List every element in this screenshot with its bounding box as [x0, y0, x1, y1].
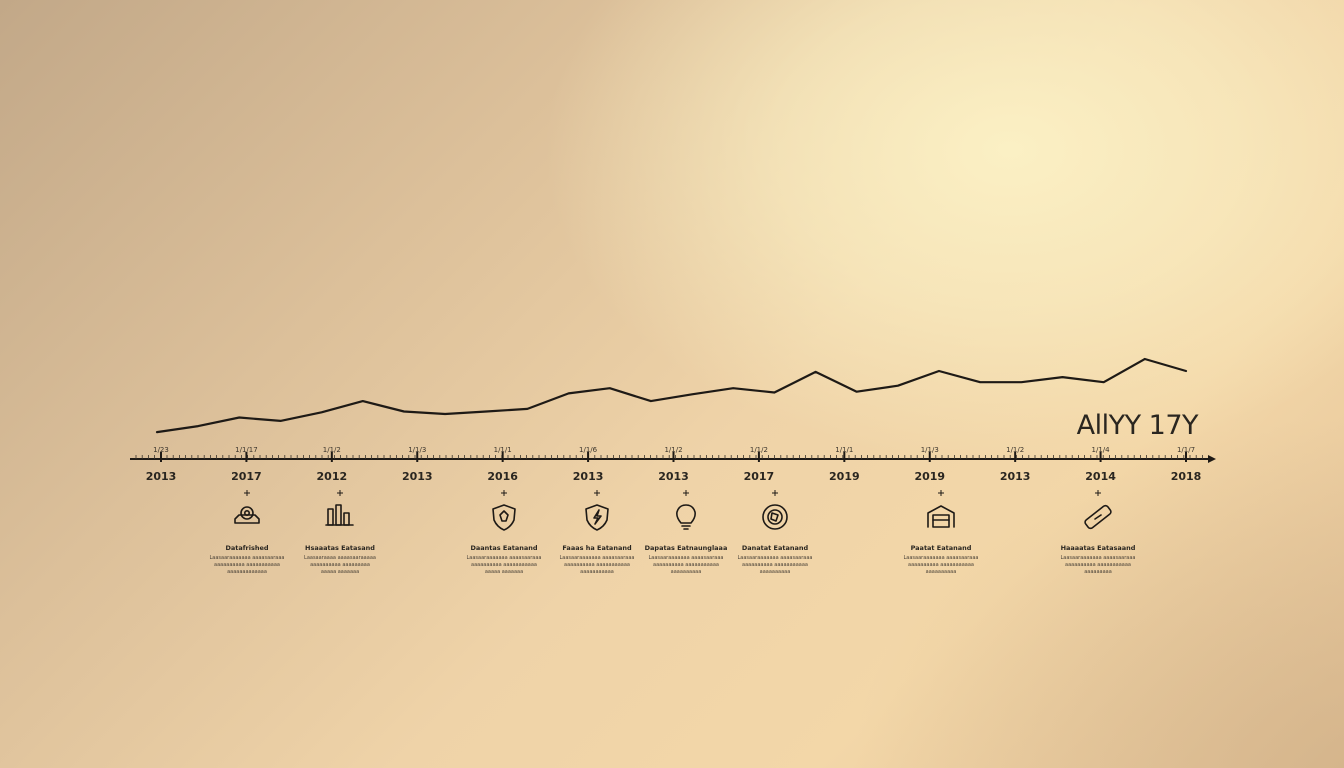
milestone-text-line: aaaaaaaaaa aaaaaaaaaaa [1065, 562, 1131, 568]
milestone-text-line: Laasaaraaaaaaa aaaasaaraaa [1061, 555, 1136, 561]
milestone-text-line: Laasaaraaaaaaa aaaasaaraaa [649, 555, 724, 561]
milestone-card: Faaas ha Eatanand Laasaaraaaaaaa aaaasaar… [560, 490, 635, 575]
axis-year-label: 2012 [317, 470, 348, 483]
milestone-text-line: aaaaaaaaaaa [580, 569, 614, 575]
milestone-text-line: Laasaaraaaaaaa aaaasaaraaa [467, 555, 542, 561]
milestone-title: Faaas ha Eatanand [562, 544, 632, 552]
milestone-text-line: aaaaaaaaaa [671, 569, 702, 575]
milestone-text-line: Laasaaraaaaaaa aaaasaaraaa [210, 555, 285, 561]
axis-top-label: 1/1/7 [1177, 446, 1195, 454]
milestone-text-line: Laasaaraaaaaaa aaaasaaraaa [904, 555, 979, 561]
milestone-title: Haaaatas Eatasaand [1061, 544, 1136, 552]
axis-year-label: 2019 [914, 470, 945, 483]
milestone-card: Paatat Eatanand Laasaaraaaaaaa aaaasaaraa… [904, 490, 979, 575]
corner-label: AllYY 17Y [1077, 410, 1199, 441]
milestone-connector [337, 490, 343, 496]
garage-icon [927, 505, 955, 528]
milestone-title: Datafrished [225, 544, 268, 552]
axis-year-label: 2013 [402, 470, 433, 483]
axis-arrow-icon [1208, 455, 1216, 463]
milestone-connector [683, 490, 689, 496]
milestone-card: Daantas Eatanand Laasaaraaaaaaa aaaasaara… [467, 490, 542, 575]
milestone-text-line: aaaaa aaaaaaa [321, 569, 359, 575]
milestone-card: Hsaaatas Eatasand Laasaaraaaa aaaasaaraaa… [304, 490, 376, 575]
line-layer [155, 357, 1188, 434]
axis-top-label: 1/1/6 [579, 446, 598, 454]
milestone-card: Danatat Eatanand Laasaaraaaaaaa aaaasaara… [738, 490, 813, 575]
milestone-text-line: aaaaaaaaaa aaaaaaaaaaa [214, 562, 280, 568]
axis-year-label: 2013 [146, 470, 177, 483]
axis-year-label: 2013 [1000, 470, 1031, 483]
milestone-connector [1095, 490, 1101, 496]
milestone-connector [501, 490, 507, 496]
axis-top-label: 1/1/2 [750, 446, 768, 454]
timeline-axis [130, 455, 1216, 463]
axis-year-label: 2018 [1171, 470, 1202, 483]
axis-year-label: 2017 [231, 470, 262, 483]
series-line [155, 357, 1188, 434]
milestone-text-line: aaaaaaaaaa aaaaaaaaa [310, 562, 370, 568]
milestone-text-line: aaaaa aaaaaaa [485, 569, 523, 575]
axis-top-label: 1/1/2 [664, 446, 682, 454]
milestone-connector [938, 490, 944, 496]
milestone-text-line: aaaaaaaaaaaaa [227, 569, 267, 575]
milestone-connector [772, 490, 778, 496]
milestone-text-line: aaaaaaaaaa aaaaaaaaaaa [908, 562, 974, 568]
milestone-connector [244, 490, 250, 496]
milestone-text-line: aaaaaaaaaa aaaaaaaaaaa [742, 562, 808, 568]
milestone-title: Daantas Eatanand [470, 544, 537, 552]
lightbulb-icon [676, 504, 696, 530]
axis-year-label: 2019 [829, 470, 860, 483]
milestone-title: Dapatas Eatnaunglaaa [645, 544, 728, 552]
bars-icon [325, 504, 354, 526]
milestone-text-line: aaaaaaaaaa [760, 569, 791, 575]
axis-year-label: 2017 [744, 470, 775, 483]
axis-top-label: 1/1/2 [1006, 446, 1024, 454]
axis-labels: 2013 1/23 2017 1/1/17 2012 1/1/2 2013 1/1/3 2016… [146, 446, 1202, 483]
milestone-card: Dapatas Eatnaunglaaa Laasaaraaaaaaa aaaas… [645, 490, 728, 575]
axis-top-label: 1/1/4 [1092, 446, 1111, 454]
axis-top-label: 1/23 [153, 446, 169, 454]
milestone-text-line: Laasaaraaaaaaa aaaasaaraaa [560, 555, 635, 561]
axis-top-label: 1/1/1 [494, 446, 512, 454]
axis-year-label: 2016 [487, 470, 518, 483]
milestone-connector [594, 490, 600, 496]
axis-year-label: 2014 [1085, 470, 1116, 483]
bandage-icon [1084, 504, 1112, 530]
milestone-text-line: aaaaaaaaaa aaaaaaaaaaa [471, 562, 537, 568]
axis-top-label: 1/1/3 [408, 446, 426, 454]
shield-bolt-icon [585, 504, 609, 531]
milestone-text-line: Laasaaraaaa aaaasaaraaaaa [304, 555, 376, 561]
axis-year-label: 2013 [658, 470, 689, 483]
axis-top-label: 1/1/1 [835, 446, 853, 454]
axis-top-label: 1/1/17 [235, 446, 258, 454]
milestone-card: Haaaatas Eatasaand Laasaaraaaaaaa aaaasaa… [1061, 490, 1136, 575]
milestone-text-line: aaaaaaaaa [1084, 569, 1112, 575]
milestone-text-line: aaaaaaaaaa aaaaaaaaaaa [564, 562, 630, 568]
axis-year-label: 2013 [573, 470, 604, 483]
shield-icon [492, 504, 516, 531]
milestone-title: Hsaaatas Eatasand [305, 544, 375, 552]
globe-icon [762, 504, 788, 530]
milestone-text-line: aaaaaaaaaa aaaaaaaaaaa [653, 562, 719, 568]
camera-icon [234, 506, 260, 524]
axis-top-label: 1/1/2 [323, 446, 341, 454]
axis-top-label: 1/1/3 [921, 446, 939, 454]
milestone-title: Paatat Eatanand [911, 544, 972, 552]
milestone-text-line: aaaaaaaaaa [926, 569, 957, 575]
milestone-text-line: Laasaaraaaaaaa aaaasaaraaa [738, 555, 813, 561]
milestone-title: Danatat Eatanand [742, 544, 809, 552]
